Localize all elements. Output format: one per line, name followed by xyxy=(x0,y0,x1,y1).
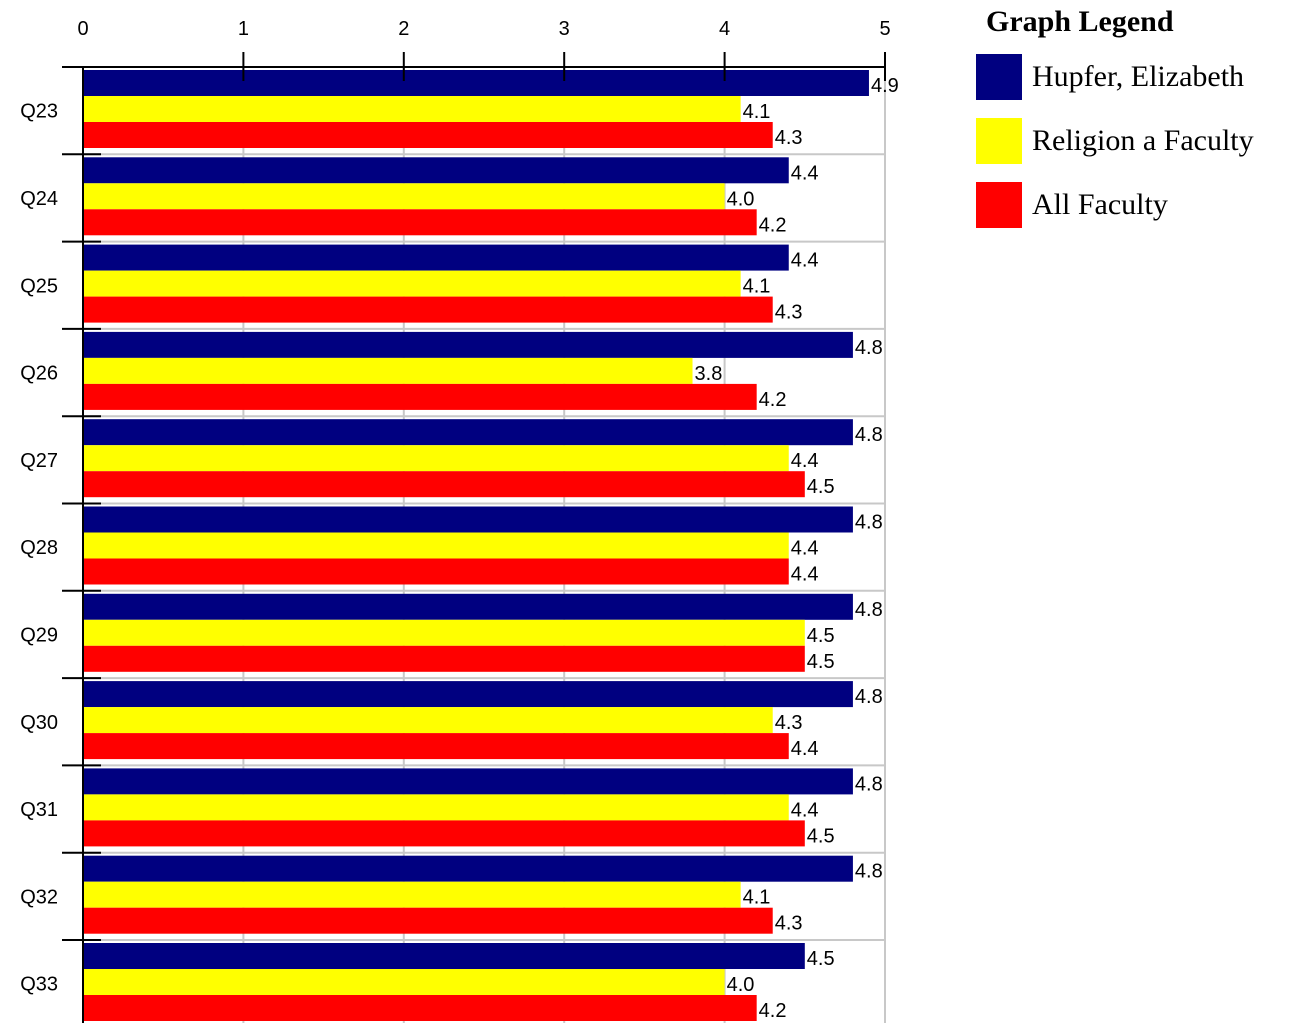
legend-item-all-faculty: All Faculty xyxy=(976,182,1254,228)
data-label: 4.8 xyxy=(855,337,883,359)
bar-q29-s2 xyxy=(84,645,805,672)
data-label: 4.8 xyxy=(855,424,883,446)
bar-q29-s1 xyxy=(84,619,805,646)
data-label: 4.1 xyxy=(743,276,771,298)
data-label: 4.4 xyxy=(791,799,819,821)
data-label: 4.8 xyxy=(855,599,883,621)
bar-q33-s1 xyxy=(84,969,725,995)
bar-q27-s1 xyxy=(84,445,789,472)
bar-q25-s2 xyxy=(84,296,773,323)
data-label: 4.4 xyxy=(791,738,819,760)
data-label: 4.8 xyxy=(855,773,883,795)
y-category-label: Q28 xyxy=(20,537,58,559)
data-label: 4.5 xyxy=(807,625,835,647)
bar-q28-s1 xyxy=(84,532,789,559)
y-category-label: Q25 xyxy=(20,275,58,297)
chart-bars xyxy=(84,70,869,1021)
bar-q31-s0 xyxy=(84,768,853,795)
y-category-label: Q24 xyxy=(20,188,58,210)
y-category-label: Q27 xyxy=(20,450,58,472)
x-tick-label: 3 xyxy=(559,18,570,40)
legend-item-hupfer: Hupfer, Elizabeth xyxy=(976,54,1254,100)
bar-q29-s0 xyxy=(84,593,853,620)
bar-q32-s2 xyxy=(84,907,773,934)
bar-q32-s0 xyxy=(84,855,853,882)
data-label: 4.3 xyxy=(775,127,803,149)
bar-q25-s0 xyxy=(84,244,789,271)
data-label: 4.4 xyxy=(791,450,819,472)
bar-q26-s2 xyxy=(84,383,757,410)
bar-q24-s1 xyxy=(84,183,725,210)
data-label: 4.3 xyxy=(775,712,803,734)
y-category-label: Q30 xyxy=(20,712,58,734)
legend-swatch-all-faculty xyxy=(976,182,1022,228)
data-label: 4.8 xyxy=(855,512,883,534)
bar-q23-s1 xyxy=(84,96,741,122)
x-tick-label: 0 xyxy=(77,18,88,40)
data-label: 4.2 xyxy=(759,214,787,236)
bar-chart: 0 1 2 3 4 54.94.14.3Q234.44.04.2Q244.44.14.3Q… xyxy=(20,18,899,1023)
bar-q33-s2 xyxy=(84,995,757,1021)
y-category-label: Q32 xyxy=(20,886,58,908)
y-category-label: Q31 xyxy=(20,799,58,821)
bar-q30-s2 xyxy=(84,733,789,760)
x-tick-label: 1 xyxy=(238,18,249,40)
graph-legend: Graph Legend Hupfer, Elizabeth Religion … xyxy=(976,4,1254,246)
legend-label: All Faculty xyxy=(1032,188,1168,221)
bar-q24-s2 xyxy=(84,209,757,236)
legend-label: Religion a Faculty xyxy=(1032,124,1254,157)
bar-q30-s0 xyxy=(84,681,853,708)
data-label: 4.5 xyxy=(807,651,835,673)
data-label: 4.5 xyxy=(807,948,835,970)
bar-q31-s1 xyxy=(84,794,789,821)
bar-q28-s0 xyxy=(84,506,853,533)
data-label: 4.4 xyxy=(791,538,819,560)
y-category-label: Q26 xyxy=(20,363,58,385)
data-label: 4.8 xyxy=(855,686,883,708)
legend-swatch-religion xyxy=(976,118,1022,164)
data-label: 4.4 xyxy=(791,564,819,586)
data-label: 4.0 xyxy=(727,188,755,210)
bar-q26-s0 xyxy=(84,331,853,358)
chart-labels: 0 1 2 3 4 54.94.14.3Q234.44.04.2Q244.44.14.3Q… xyxy=(20,18,899,1022)
legend-item-religion: Religion a Faculty xyxy=(976,118,1254,164)
data-label: 4.4 xyxy=(791,162,819,184)
data-label: 4.8 xyxy=(855,861,883,883)
bar-q25-s1 xyxy=(84,270,741,297)
chart-axes xyxy=(62,52,886,1023)
y-category-label: Q29 xyxy=(20,624,58,646)
data-label: 4.3 xyxy=(775,913,803,935)
legend-title: Graph Legend xyxy=(986,5,1174,38)
x-tick-label: 5 xyxy=(879,18,890,40)
data-label: 3.8 xyxy=(695,363,723,385)
data-label: 4.1 xyxy=(743,101,771,123)
bar-q26-s1 xyxy=(84,357,693,384)
bar-q23-s2 xyxy=(84,122,773,148)
bar-q27-s0 xyxy=(84,419,853,446)
data-label: 4.5 xyxy=(807,825,835,847)
chart-grid xyxy=(83,67,886,1023)
data-label: 4.2 xyxy=(759,1000,787,1022)
bar-q32-s1 xyxy=(84,881,741,908)
data-label: 4.4 xyxy=(791,250,819,272)
bar-q27-s2 xyxy=(84,471,805,498)
x-tick-label: 4 xyxy=(719,18,730,40)
bar-q31-s2 xyxy=(84,820,805,847)
data-label: 4.0 xyxy=(727,974,755,996)
y-category-label: Q33 xyxy=(20,974,58,996)
bar-q33-s0 xyxy=(84,943,805,969)
x-tick-label: 2 xyxy=(398,18,409,40)
bar-q24-s0 xyxy=(84,157,789,184)
data-label: 4.9 xyxy=(871,75,899,97)
bar-q28-s2 xyxy=(84,558,789,585)
bar-q30-s1 xyxy=(84,707,773,734)
data-label: 4.5 xyxy=(807,476,835,498)
legend-label: Hupfer, Elizabeth xyxy=(1032,60,1245,93)
data-label: 4.2 xyxy=(759,389,787,411)
bar-q23-s0 xyxy=(84,70,869,96)
legend-swatch-hupfer xyxy=(976,54,1022,100)
data-label: 4.1 xyxy=(743,887,771,909)
data-label: 4.3 xyxy=(775,302,803,324)
y-category-label: Q23 xyxy=(20,101,58,123)
